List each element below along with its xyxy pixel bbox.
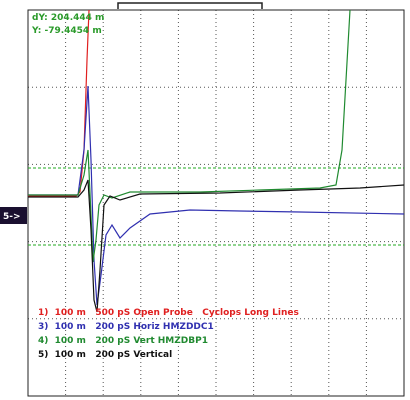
plot-border [27,9,405,397]
trace-3 [28,85,405,306]
grid [28,10,404,396]
legend-entry: 4) 100 m 200 pS Vert HMZDBP1 [38,336,208,346]
trace-1 [28,9,90,197]
legend-entry: 5) 100 m 200 pS Vertical [38,350,172,360]
channel-marker: 5-> [3,212,21,222]
legend-entry: 1) 100 m 500 pS Open Probe Cyclops Long … [38,308,299,318]
legend-entry: 3) 100 m 200 pS Horiz HMZDDC1 [38,322,214,332]
trace-4 [28,9,351,263]
time-bracket [117,2,263,9]
marker-box [0,207,27,224]
trace-5 [28,179,405,313]
readout-dy: dY: 204.444 m [32,13,104,23]
readout-y: Y: -79.4454 m [31,26,102,36]
